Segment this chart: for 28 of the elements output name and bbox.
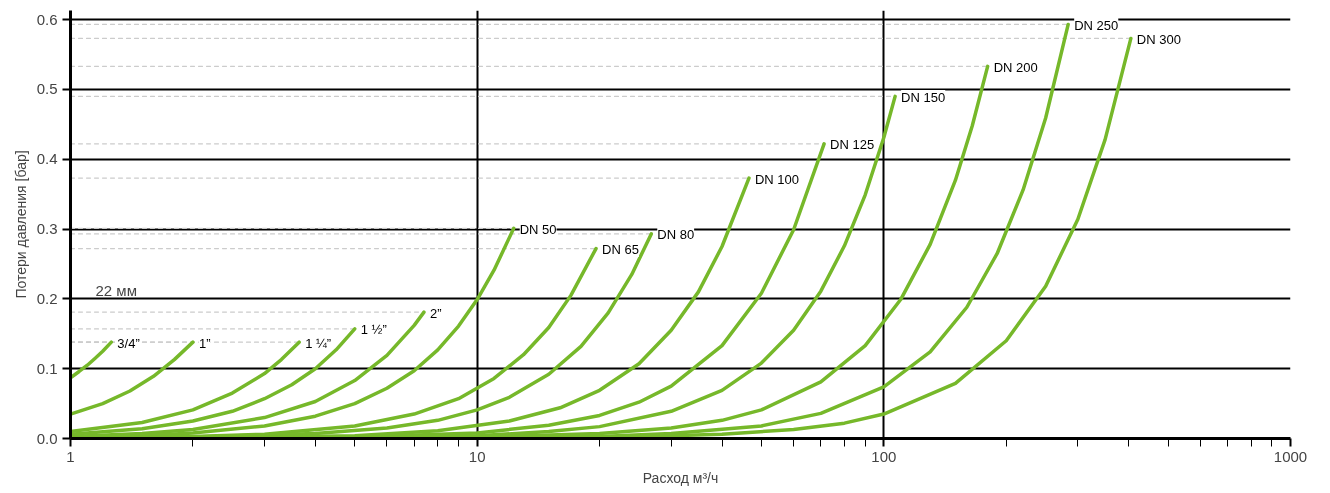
- annotation: 22 мм: [95, 281, 137, 299]
- series-label: DN 80: [657, 227, 695, 243]
- y-tick-label: 0.5: [36, 80, 58, 98]
- series-label: DN 125: [830, 137, 875, 153]
- series-label: 3/4”: [117, 335, 140, 351]
- y-axis-title: Потери давления [бар]: [12, 150, 29, 299]
- y-tick-label: 0.6: [36, 10, 58, 28]
- series-label: 1”: [198, 335, 211, 351]
- series-label: DN 150: [901, 89, 946, 105]
- series-label: 1 ¼”: [305, 335, 332, 351]
- series-label: DN 200: [993, 59, 1038, 75]
- x-tick-label: 1: [66, 447, 75, 465]
- y-tick-label: 0.3: [36, 220, 58, 238]
- y-tick-label: 0.0: [36, 429, 58, 447]
- series-label: DN 65: [602, 242, 639, 258]
- series-label: DN 300: [1136, 31, 1181, 47]
- series-label: 1 ½”: [360, 322, 387, 338]
- series-label: DN 250: [1074, 17, 1119, 33]
- series-label: DN 100: [754, 171, 800, 187]
- y-tick-label: 0.1: [36, 359, 58, 377]
- x-tick-label: 10: [468, 447, 486, 465]
- series-label: DN 50: [519, 221, 557, 237]
- x-tick-label: 100: [871, 447, 897, 465]
- x-axis-title: Расход м³/ч: [642, 469, 719, 486]
- series-label: 2”: [429, 305, 442, 321]
- x-tick-label: 1000: [1273, 447, 1308, 465]
- y-tick-label: 0.4: [36, 150, 58, 168]
- y-tick-label: 0.2: [36, 289, 58, 307]
